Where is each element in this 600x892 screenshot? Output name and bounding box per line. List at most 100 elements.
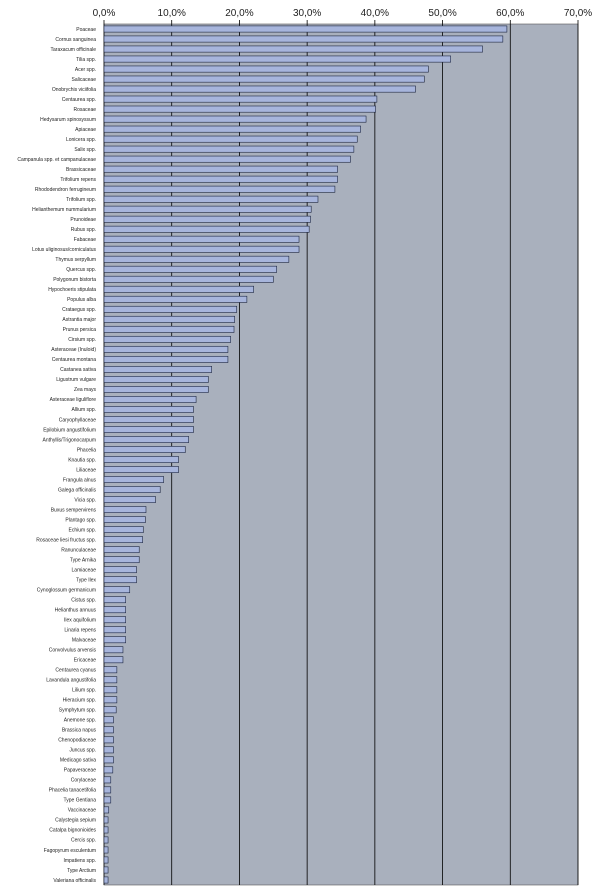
category-label: Populus alba — [67, 297, 96, 303]
category-label: Helianthus annuus — [55, 607, 97, 613]
bar — [103, 175, 338, 183]
bar — [103, 526, 144, 533]
bar — [103, 736, 114, 744]
category-label: Hedysarum spinosyssum — [40, 117, 96, 123]
bar — [103, 115, 367, 123]
x-tick-label: 50,0% — [428, 8, 456, 19]
category-label: Galega officinalis — [58, 487, 96, 493]
category-label: Cirsium spp. — [68, 337, 96, 343]
category-label: Castanea sativa — [60, 367, 96, 373]
category-label: Juncus spp. — [69, 748, 96, 754]
bar — [103, 155, 351, 163]
bar — [103, 135, 358, 143]
bar — [103, 856, 109, 864]
category-label: Phacelia — [77, 447, 96, 453]
category-label: Asteraceae liguliflore — [50, 397, 97, 403]
x-tick-label: 70,0% — [564, 8, 592, 19]
category-label: Crataegus spp. — [62, 307, 96, 313]
bar — [103, 275, 274, 283]
category-label: Fabaceae — [74, 237, 96, 243]
category-label: Echium spp. — [68, 527, 96, 533]
bar — [103, 125, 361, 133]
bar — [103, 85, 416, 93]
x-tick-label: 60,0% — [496, 8, 524, 19]
bar — [103, 45, 483, 53]
category-label: Ilex aquifolium — [64, 617, 96, 623]
category-label: Prunus persica — [63, 327, 97, 333]
category-label: Brassica napus — [62, 728, 97, 734]
category-label: Knautia spp. — [68, 457, 96, 463]
bar — [103, 105, 376, 113]
category-label: Trifolium repens — [60, 177, 96, 183]
category-label: Cercis spp. — [71, 838, 96, 844]
category-label: Plantago spp. — [65, 517, 96, 523]
bar — [103, 776, 112, 784]
bars — [103, 25, 508, 884]
bar — [103, 756, 114, 764]
bar — [103, 666, 118, 674]
category-label: Onobrychis viciifolia — [52, 87, 96, 93]
bar — [103, 255, 290, 263]
bar — [103, 536, 143, 544]
category-label: Buxus sempervirens — [51, 507, 97, 513]
bar — [103, 416, 194, 423]
bar — [103, 25, 508, 33]
category-label: Lotus uliginosus/corniculatus — [32, 247, 96, 253]
category-label: Convolvulus arvensis — [49, 648, 97, 654]
bar — [103, 386, 209, 393]
bar — [103, 716, 114, 724]
bar — [103, 376, 209, 383]
x-tick-label: 0,0% — [93, 8, 116, 19]
bar — [103, 285, 254, 293]
bar — [103, 746, 114, 754]
bar — [103, 786, 112, 794]
category-label: Apiaceae — [75, 127, 96, 133]
bar — [103, 556, 140, 564]
category-label: Malvaceae — [72, 638, 96, 644]
category-label: Allium spp. — [72, 407, 96, 413]
category-label: Epilobium angustifolium — [43, 427, 96, 433]
category-label: Cistus spp. — [71, 597, 96, 603]
category-label: Rhododendron ferrugineum — [35, 187, 96, 193]
category-label: Cornus sanguinea — [55, 37, 96, 43]
bar — [103, 866, 109, 874]
category-label: Thymus serpyllum — [55, 257, 96, 263]
bar — [103, 586, 131, 594]
bar — [103, 456, 179, 463]
bar — [103, 656, 124, 664]
bar — [103, 696, 118, 704]
category-label: Type Arctium — [67, 868, 96, 874]
bar — [103, 245, 300, 253]
bar — [103, 546, 140, 554]
category-label: Rosaceae — [73, 107, 96, 113]
bar — [103, 566, 137, 574]
category-label: Ligustrum vulgare — [56, 377, 96, 383]
category-label: Helianthemum nummularium — [32, 207, 96, 213]
bar — [103, 185, 336, 193]
bar — [103, 195, 319, 203]
category-label: Trifolium spp. — [66, 197, 96, 203]
x-tick-label: 40,0% — [361, 8, 389, 19]
category-label: Vaccinaceae — [68, 808, 96, 814]
category-label: Chenopodiaceae — [58, 738, 96, 744]
category-label: Prunoideae — [70, 217, 96, 223]
category-label: Type Gentiana — [63, 798, 96, 804]
bar — [103, 466, 179, 473]
bar — [103, 335, 231, 343]
category-label: Ericaceae — [74, 658, 96, 664]
bar — [103, 606, 126, 614]
bar — [103, 396, 197, 403]
category-label: Type Arnika — [70, 557, 96, 563]
category-label: Corylaceae — [71, 778, 97, 784]
category-label: Caryophyllaceae — [59, 417, 96, 423]
bar — [103, 826, 109, 834]
category-label: Impatiens spp. — [63, 858, 96, 864]
category-label: Frangula alnus — [63, 477, 97, 483]
bar — [103, 626, 126, 634]
bar — [103, 235, 300, 243]
bar — [103, 426, 194, 433]
bar — [103, 165, 338, 173]
category-label: Lilium spp. — [72, 688, 96, 694]
category-label: Hieracium spp. — [63, 698, 96, 704]
